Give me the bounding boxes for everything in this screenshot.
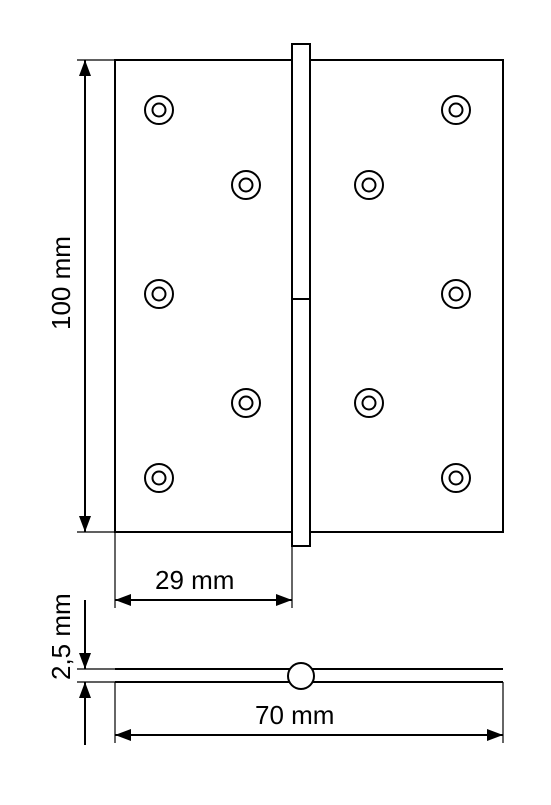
canvas-background xyxy=(0,0,551,805)
side-view-pin xyxy=(288,663,314,689)
dim-label-100: 100 mm xyxy=(46,236,76,330)
dim-label-70: 70 mm xyxy=(255,700,334,730)
hinge-knuckle-top xyxy=(292,44,310,299)
dim-label-2_5: 2,5 mm xyxy=(46,593,76,680)
hinge-knuckle-bottom xyxy=(292,299,310,546)
dim-label-29: 29 mm xyxy=(155,565,234,595)
